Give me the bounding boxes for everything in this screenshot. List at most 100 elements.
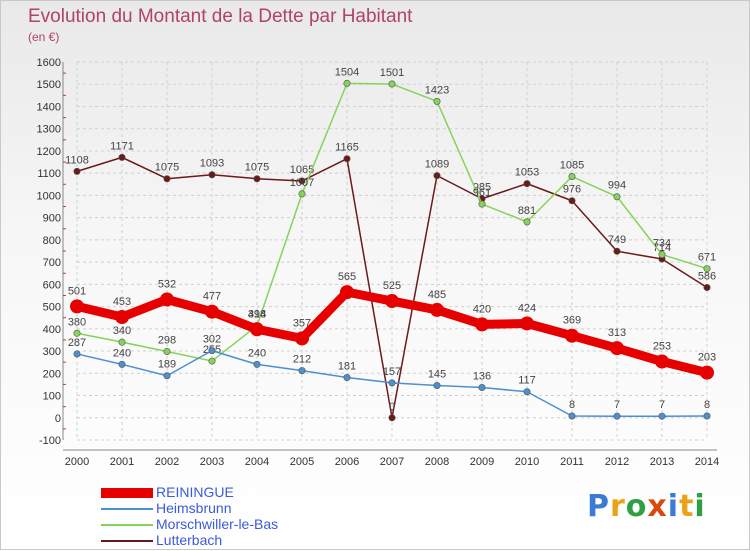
y-tick-label: 1400	[37, 101, 61, 113]
data-label-reiningue: 424	[518, 302, 536, 314]
data-label-morschwiller-le-bas: 881	[518, 205, 536, 217]
data-point-lutterbach	[613, 247, 621, 255]
data-label-reiningue: 420	[473, 303, 491, 315]
data-label-morschwiller-le-bas: 1501	[380, 67, 404, 79]
data-label-heimsbrunn: 7	[614, 399, 620, 411]
y-tick-label: 600	[43, 279, 61, 291]
y-tick-label: 700	[43, 257, 61, 269]
legend-label-heimsbrunn: Heimsbrunn	[156, 500, 232, 516]
data-label-reiningue: 313	[608, 327, 626, 339]
logo-letter: i	[694, 489, 706, 524]
data-label-reiningue: 501	[68, 285, 86, 297]
data-point-lutterbach	[343, 155, 351, 163]
legend-swatch-morschwiller-le-bas	[101, 524, 153, 526]
data-label-morschwiller-le-bas: 298	[158, 335, 176, 347]
legend-swatch-heimsbrunn	[101, 508, 153, 510]
data-label-lutterbach: 985	[473, 182, 491, 194]
y-tick-label: 400	[43, 324, 61, 336]
data-point-lutterbach	[253, 175, 261, 183]
y-tick-label: 300	[43, 346, 61, 358]
data-point-lutterbach	[388, 414, 396, 422]
x-tick-label: 2006	[335, 456, 359, 468]
data-point-heimsbrunn	[433, 382, 441, 390]
data-point-morschwiller-le-bas	[478, 200, 486, 208]
data-label-heimsbrunn: 117	[518, 375, 536, 387]
data-label-reiningue: 453	[113, 296, 131, 308]
data-label-lutterbach: 1165	[335, 142, 359, 154]
data-point-reiningue	[475, 317, 489, 332]
data-point-morschwiller-le-bas	[433, 97, 441, 105]
y-tick-label: 1500	[37, 79, 61, 91]
logo-letter: o	[625, 489, 648, 524]
data-label-reiningue: 203	[698, 352, 716, 364]
data-point-morschwiller-le-bas	[523, 218, 531, 226]
y-tick-label: 500	[43, 302, 61, 314]
data-point-reiningue	[205, 304, 219, 319]
legend-swatch-lutterbach	[101, 540, 153, 542]
y-tick-label: 900	[43, 213, 61, 225]
data-point-reiningue	[295, 331, 309, 346]
data-point-heimsbrunn	[208, 347, 216, 355]
x-tick-label: 2011	[560, 456, 584, 468]
y-tick-label: 1300	[37, 124, 61, 136]
data-point-heimsbrunn	[73, 350, 81, 358]
data-point-morschwiller-le-bas	[208, 357, 216, 365]
data-label-morschwiller-le-bas: 1504	[335, 66, 359, 78]
data-point-morschwiller-le-bas	[163, 348, 171, 356]
data-point-morschwiller-le-bas	[703, 265, 711, 273]
data-point-lutterbach	[163, 175, 171, 183]
x-tick-label: 2007	[380, 456, 404, 468]
data-label-morschwiller-le-bas: 994	[608, 180, 626, 192]
data-label-heimsbrunn: 302	[203, 334, 221, 346]
data-point-lutterbach	[433, 172, 441, 180]
data-point-lutterbach	[703, 283, 711, 291]
proxiti-logo: Proxiti	[587, 489, 706, 524]
data-label-heimsbrunn: 240	[113, 347, 131, 359]
y-tick-label: 200	[43, 368, 61, 380]
data-point-heimsbrunn	[478, 384, 486, 392]
y-tick-label: 1200	[37, 146, 61, 158]
x-tick-label: 2001	[110, 456, 134, 468]
data-label-lutterbach: 1089	[425, 159, 449, 171]
data-point-morschwiller-le-bas	[613, 193, 621, 201]
data-point-reiningue	[565, 328, 579, 343]
data-label-reiningue: 485	[428, 289, 446, 301]
data-label-lutterbach: 1171	[110, 140, 134, 152]
data-label-heimsbrunn: 8	[704, 399, 710, 411]
data-label-morschwiller-le-bas: 1085	[560, 160, 584, 172]
x-tick-label: 2013	[650, 456, 674, 468]
data-point-heimsbrunn	[523, 388, 531, 396]
data-label-heimsbrunn: 157	[383, 366, 401, 378]
data-point-reiningue	[160, 292, 174, 307]
data-point-lutterbach	[298, 177, 306, 185]
data-point-lutterbach	[568, 197, 576, 205]
data-point-lutterbach	[523, 180, 531, 188]
legend-label-morschwiller-le-bas: Morschwiller-le-Bas	[156, 516, 279, 532]
x-tick-label: 2000	[65, 456, 89, 468]
data-point-heimsbrunn	[163, 372, 171, 380]
x-tick-label: 2012	[605, 456, 629, 468]
data-point-heimsbrunn	[118, 360, 126, 368]
data-point-morschwiller-le-bas	[568, 173, 576, 181]
data-label-reiningue: 357	[293, 317, 311, 329]
x-tick-label: 2005	[290, 456, 314, 468]
y-tick-label: 1000	[37, 190, 61, 202]
data-label-morschwiller-le-bas: 1007	[290, 177, 314, 189]
data-point-heimsbrunn	[343, 374, 351, 382]
data-label-heimsbrunn: 181	[338, 361, 356, 373]
data-point-heimsbrunn	[388, 379, 396, 387]
data-point-morschwiller-le-bas	[73, 329, 81, 337]
x-tick-label: 2003	[200, 456, 224, 468]
data-label-morschwiller-le-bas: 414	[248, 309, 266, 321]
y-tick-label: 800	[43, 235, 61, 247]
logo-letter: t	[679, 489, 695, 524]
data-label-lutterbach: 1093	[200, 158, 224, 170]
data-label-heimsbrunn: 212	[293, 354, 311, 366]
data-label-heimsbrunn: 145	[428, 369, 446, 381]
data-label-reiningue: 477	[203, 291, 221, 303]
data-point-heimsbrunn	[298, 367, 306, 375]
data-point-heimsbrunn	[568, 412, 576, 420]
data-label-heimsbrunn: 287	[68, 337, 86, 349]
